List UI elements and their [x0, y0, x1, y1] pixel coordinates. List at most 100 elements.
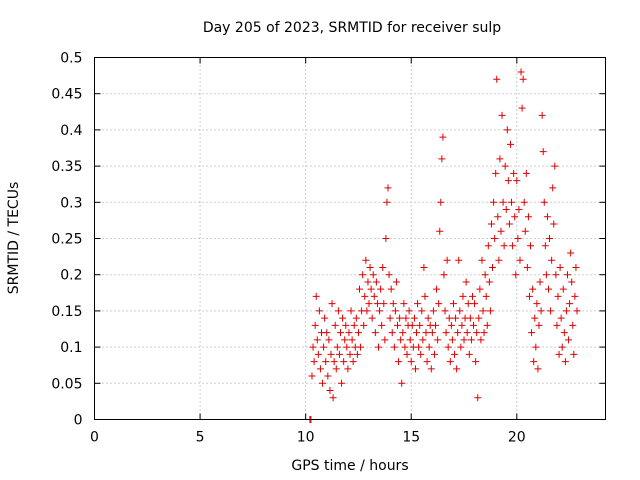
data-point	[515, 206, 523, 214]
data-point	[368, 314, 376, 322]
data-point	[549, 184, 557, 192]
data-point	[538, 111, 546, 119]
data-point	[333, 343, 341, 351]
data-point	[562, 307, 570, 315]
data-point	[506, 140, 514, 148]
data-point	[550, 220, 558, 228]
data-point	[497, 227, 505, 235]
data-point	[494, 213, 502, 221]
data-point	[531, 314, 539, 322]
data-point	[558, 343, 566, 351]
data-point	[556, 263, 564, 271]
data-point	[462, 278, 470, 286]
data-point	[553, 321, 561, 329]
data-point	[472, 358, 480, 366]
data-point	[359, 271, 367, 279]
data-point	[502, 206, 510, 214]
data-point	[385, 271, 393, 279]
data-point	[536, 278, 544, 286]
data-point	[396, 314, 404, 322]
data-point	[438, 155, 446, 163]
data-point	[400, 300, 408, 308]
data-point	[394, 321, 402, 329]
data-point	[383, 198, 391, 206]
data-point	[378, 321, 386, 329]
data-point	[407, 358, 415, 366]
data-point	[480, 329, 488, 337]
data-point	[528, 329, 536, 337]
y-tick-label: 0.25	[51, 232, 82, 248]
data-point	[490, 198, 498, 206]
data-point	[495, 256, 503, 264]
data-point	[422, 329, 430, 337]
data-point	[527, 242, 535, 250]
data-point	[323, 329, 331, 337]
data-point	[366, 263, 374, 271]
data-point	[353, 350, 361, 358]
data-point	[418, 307, 426, 315]
data-point	[361, 292, 369, 300]
data-point	[324, 372, 332, 380]
data-point	[535, 321, 543, 329]
data-point	[532, 343, 540, 351]
data-point	[314, 350, 322, 358]
data-point	[442, 329, 450, 337]
data-point	[437, 198, 445, 206]
data-point	[327, 350, 335, 358]
data-point	[429, 307, 437, 315]
data-point	[459, 292, 467, 300]
data-point	[456, 307, 464, 315]
data-point	[561, 358, 569, 366]
data-point	[369, 271, 377, 279]
data-point	[339, 314, 347, 322]
data-point	[508, 198, 516, 206]
data-point	[449, 300, 457, 308]
data-point	[417, 350, 425, 358]
data-point	[447, 321, 455, 329]
data-point	[401, 343, 409, 351]
data-point	[464, 300, 472, 308]
data-point	[573, 307, 581, 315]
data-point	[350, 321, 358, 329]
data-point	[478, 256, 486, 264]
data-point	[499, 198, 507, 206]
data-point	[377, 285, 385, 293]
data-point	[544, 285, 552, 293]
data-point	[425, 343, 433, 351]
data-point	[513, 177, 521, 185]
data-point	[470, 321, 478, 329]
data-point	[328, 300, 336, 308]
data-point	[419, 336, 427, 344]
y-tick-label: 0.3	[60, 195, 82, 211]
data-point	[344, 365, 352, 373]
data-point	[471, 300, 479, 308]
x-tick-label: 0	[90, 430, 99, 446]
x-tick-label: 20	[508, 430, 526, 446]
data-point	[514, 235, 522, 242]
data-point	[352, 314, 360, 322]
data-point	[335, 350, 343, 358]
data-point	[485, 278, 493, 286]
data-point	[382, 235, 390, 242]
data-point	[347, 307, 355, 315]
data-point	[415, 343, 423, 351]
data-point	[474, 394, 482, 402]
data-point	[517, 68, 525, 76]
data-point	[448, 336, 456, 344]
data-point	[503, 126, 511, 134]
y-tick-label: 0.2	[60, 268, 82, 284]
data-point	[537, 307, 545, 315]
data-point	[465, 350, 473, 358]
x-tick-label: 10	[297, 430, 315, 446]
data-point	[559, 285, 567, 293]
data-point	[325, 336, 333, 344]
data-point	[403, 350, 411, 358]
data-point	[332, 365, 340, 373]
data-point	[411, 365, 419, 373]
data-point	[413, 329, 421, 337]
data-point	[365, 300, 373, 308]
data-point	[510, 169, 518, 177]
data-point	[395, 358, 403, 366]
data-point	[310, 358, 318, 366]
data-point	[463, 329, 471, 337]
